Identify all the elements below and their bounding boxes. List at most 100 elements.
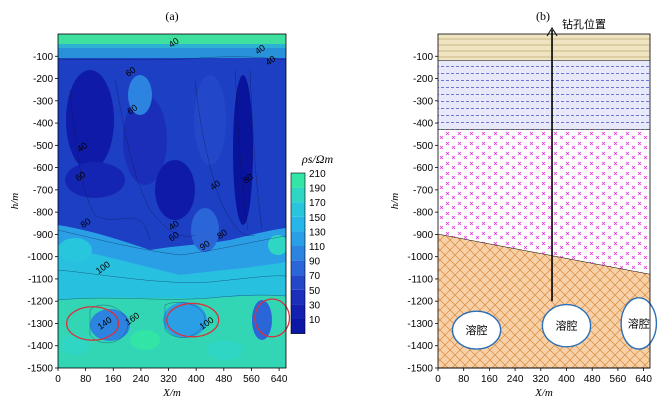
colorbar-swatch [291, 289, 305, 305]
y-tick-label: -300 [33, 96, 53, 107]
colorbar-tick-label: 70 [309, 271, 321, 282]
y-tick-label: -1300 [27, 319, 53, 330]
anomaly-ellipse [166, 302, 220, 338]
x-tick-label: 0 [55, 374, 61, 385]
x-tick-label: 160 [105, 374, 122, 385]
y-tick-label: -500 [33, 141, 53, 152]
colorbar-swatch [291, 202, 305, 217]
colorbar-tick-label: 170 [309, 198, 326, 209]
plot-frame-b [437, 33, 651, 369]
colorbar-tick-label: 30 [309, 300, 321, 311]
y-tick-label: -1000 [27, 252, 53, 263]
colorbar-swatch [291, 246, 305, 261]
y-axis-label: h/m [9, 193, 21, 210]
stratum-blue-hatch [438, 60, 650, 130]
contour-label: 40 [263, 54, 277, 68]
contour-label: 80 [79, 216, 93, 230]
stratum-magenta-cross [438, 129, 650, 275]
panel-b-label: (b) [536, 9, 550, 23]
x-tick-label: 0 [435, 374, 441, 385]
x-axis-label: X/m [534, 387, 553, 399]
axes-b: -100 -200 -300 -400 -500 -600 -700 -800 -900 -100… [389, 52, 652, 399]
contour-label: 40 [75, 140, 89, 154]
x-tick-label: 80 [458, 374, 470, 385]
x-tick-label: 400 [558, 374, 575, 385]
y-tick-label: -600 [413, 163, 433, 174]
colorbar-tick-label: 150 [309, 213, 326, 224]
contour-label: 80 [241, 172, 255, 186]
x-axis-label: X/m [162, 387, 181, 399]
x-tick-label: 560 [243, 374, 260, 385]
y-tick-label: -800 [33, 208, 53, 219]
x-tick-label: 240 [507, 374, 524, 385]
y-tick-label: -200 [413, 74, 433, 85]
x-tick-label: 320 [160, 374, 177, 385]
colorbar-tick-label: 10 [309, 315, 321, 326]
x-tick-label: 480 [584, 374, 601, 385]
y-tick-label: -100 [413, 52, 433, 63]
contour-label: 80 [215, 227, 229, 241]
colorbar-swatch [291, 275, 305, 290]
cavities: 溶腔 溶腔 溶腔 [451, 297, 658, 350]
y-tick-label: -400 [413, 119, 433, 130]
plot-frame-a [57, 33, 287, 369]
colorbar: ρs/Ωm 210 190 170 150 130 110 90 70 50 30 10 [290, 152, 333, 334]
colorbar-tick-label: 90 [309, 257, 321, 268]
x-tick-label: 400 [188, 374, 205, 385]
y-tick-label: -1100 [408, 274, 433, 285]
cavity-ellipse [541, 303, 592, 348]
geology-model-panel: (b) 钻孔位置 溶腔 溶腔 溶腔 -100-200-300-400-500-600… [389, 9, 658, 399]
y-tick-label: -700 [33, 185, 53, 196]
y-tick-label: -1400 [27, 341, 53, 352]
colorbar-swatch [291, 260, 305, 276]
y-tick-label: -1100 [28, 274, 53, 285]
resistivity-section-panel: (a) [9, 9, 333, 399]
y-tick-label: -1500 [27, 364, 53, 375]
contour-label: 60 [73, 169, 87, 183]
colorbar-swatch [291, 231, 305, 246]
y-tick-label: -1500 [407, 364, 433, 375]
x-tick-label: 240 [133, 374, 150, 385]
y-tick-label: -1300 [407, 319, 433, 330]
colorbar-tick-label: 50 [309, 286, 321, 297]
x-tick-label: 160 [481, 374, 498, 385]
y-tick-label: -700 [413, 185, 433, 196]
cavity-ellipse [451, 310, 502, 350]
cavity-label: 溶腔 [466, 323, 488, 337]
colorbar-title: ρs/Ωm [301, 152, 333, 166]
contour-label: 40 [208, 178, 222, 192]
axes-a: -100 -200 -300 -400 -500 -600 -700 -800 -900 -100… [9, 52, 288, 399]
x-tick-label: 480 [215, 374, 232, 385]
x-tick-label: 320 [532, 374, 549, 385]
y-tick-label: -200 [33, 74, 53, 85]
x-tick-label: 640 [271, 374, 288, 385]
colorbar-frame [290, 172, 306, 334]
y-tick-label: -900 [413, 230, 433, 241]
cavity-label: 溶腔 [555, 319, 577, 333]
y-tick-label: -1400 [407, 341, 433, 352]
borehole-label: 钻孔位置 [562, 17, 606, 31]
x-tick-label: 560 [610, 374, 627, 385]
contour-label: 60 [125, 103, 139, 117]
y-tick-label: -1200 [27, 297, 53, 308]
borehole-rig-icon [546, 27, 558, 37]
y-tick-label: -800 [413, 208, 433, 219]
contour-label: 60 [167, 229, 181, 243]
x-tick-label: 640 [635, 374, 652, 385]
colorbar-swatch [291, 304, 305, 319]
y-tick-label: -100 [33, 52, 53, 63]
x-tick-label: 80 [80, 374, 92, 385]
contour-label: 40 [253, 42, 267, 56]
colorbar-swatch [291, 319, 305, 334]
y-tick-label: -900 [33, 230, 53, 241]
colorbar-tick-label: 190 [309, 184, 326, 195]
cavity-label: 溶腔 [628, 316, 650, 330]
y-axis-label: h/m [389, 193, 401, 210]
contour-label: 90 [198, 238, 212, 252]
colorbar-swatch [291, 216, 305, 232]
y-tick-label: -300 [413, 96, 433, 107]
borehole: 钻孔位置 [546, 17, 606, 302]
y-tick-label: -1200 [407, 297, 433, 308]
